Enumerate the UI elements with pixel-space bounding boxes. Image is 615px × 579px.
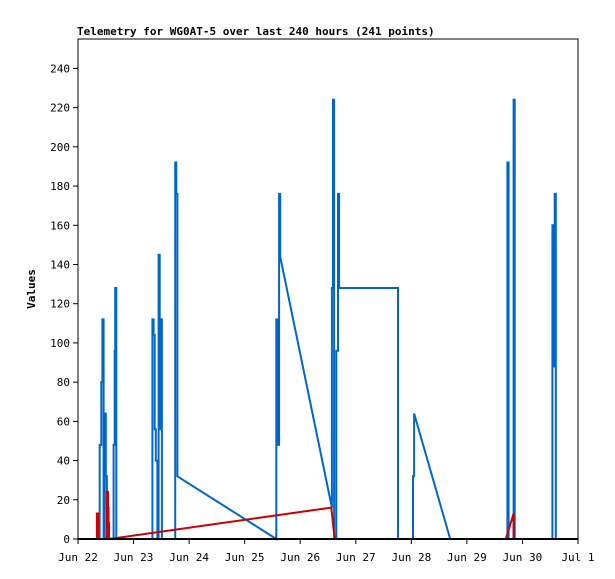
y-tick-label: 0 <box>63 533 70 546</box>
y-axis-label: Values <box>25 269 38 309</box>
x-axis: Jun 22 Jun 23 Jun 24 Jun 25 Jun 26 Jun 27 Jun … <box>58 539 595 564</box>
series-layer <box>78 98 578 541</box>
y-tick-label: 220 <box>50 102 70 115</box>
y-tick-label: 120 <box>50 298 70 311</box>
y-tick-label: 160 <box>50 219 70 232</box>
x-tick-label: Jun 24 <box>169 551 209 564</box>
y-tick-label: 180 <box>50 180 70 193</box>
y-axis: 0 20 40 60 80 100 120 140 160 180 200 220 240 <box>50 62 78 546</box>
x-tick-label: Jun 26 <box>280 551 320 564</box>
y-tick-label: 60 <box>57 415 70 428</box>
x-tick-label: Jun 23 <box>114 551 154 564</box>
y-tick-label: 100 <box>50 337 70 350</box>
x-tick-label: Jun 22 <box>58 551 98 564</box>
chart-title: Telemetry for WG0AT-5 over last 240 hour… <box>77 25 435 38</box>
x-tick-label: Jun 25 <box>225 551 265 564</box>
y-tick-label: 80 <box>57 376 70 389</box>
y-tick-label: 200 <box>50 141 70 154</box>
x-tick-label: Jun 28 <box>391 551 431 564</box>
y-tick-label: 40 <box>57 455 70 468</box>
x-tick-label: Jun 30 <box>503 551 543 564</box>
y-tick-label: 140 <box>50 258 70 271</box>
y-tick-label: 240 <box>50 62 70 75</box>
x-tick-label: Jul 1 <box>561 551 594 564</box>
x-tick-label: Jun 29 <box>447 551 487 564</box>
x-tick-label: Jun 27 <box>336 551 376 564</box>
y-tick-label: 20 <box>57 494 70 507</box>
